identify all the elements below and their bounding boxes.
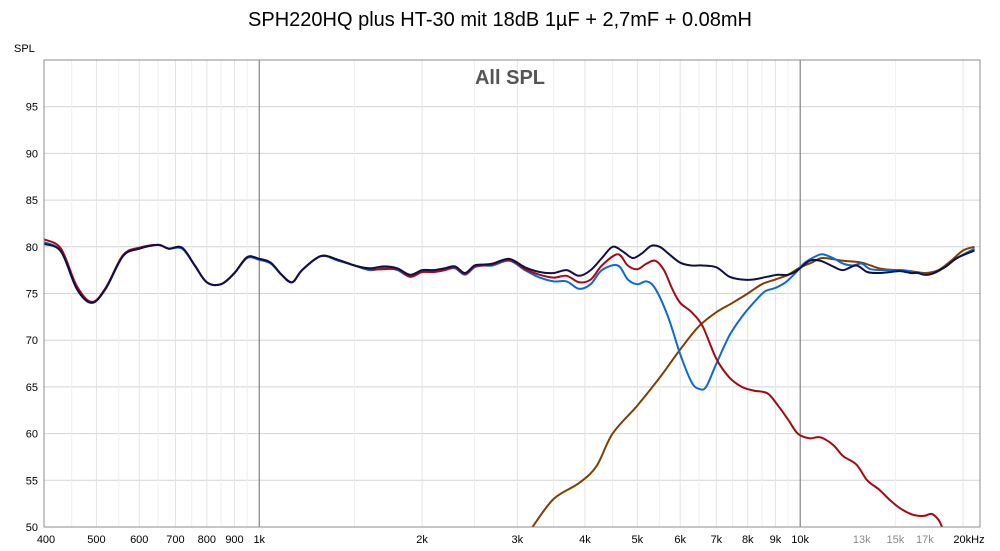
x-tick-label: 10k [791,534,809,546]
x-ticks: 400 500 600 700 800 900 1k 2k 3k 4k 5k 6k 7k 8k 9k 10k 1… [37,534,985,546]
y-tick-label: 50 [26,522,38,534]
x-tick-label: 13k [853,534,871,546]
x-tick-label: 700 [166,534,184,546]
x-tick-label: 6k [674,534,686,546]
series-line-4 [44,243,975,304]
x-tick-label: 500 [87,534,105,546]
x-tick-label: 7k [711,534,723,546]
series-line-3 [44,238,944,527]
x-tick-label: 8k [742,534,754,546]
grid [43,60,980,527]
x-tick-label: 800 [198,534,216,546]
y-tick-label: 55 [26,475,38,487]
y-tick-label: 70 [26,335,38,347]
x-tick-label: 20kHz [953,534,984,546]
x-tick-label: 4k [579,534,591,546]
chart-title: SPH220HQ plus HT-30 mit 18dB 1µF + 2,7mF… [248,9,752,31]
y-tick-label: 95 [26,102,38,114]
x-tick-label: 9k [770,534,782,546]
y-tick-label: 90 [26,148,38,160]
y-tick-label: 60 [26,429,38,441]
plot-frame [43,59,981,528]
y-axis-label: SPL [14,43,35,55]
x-tick-label: 5k [632,534,644,546]
curves [44,238,975,527]
y-tick-label: 65 [26,382,38,394]
x-tick-label: 1k [253,534,265,546]
y-tick-label: 75 [26,289,38,301]
x-tick-label: 3k [512,534,524,546]
x-tick-label: 400 [37,534,55,546]
x-tick-label: 2k [416,534,428,546]
y-tick-label: 85 [26,195,38,207]
x-tick-label: 17k [916,534,934,546]
y-tick-label: 80 [26,242,38,254]
x-tick-label: 600 [130,534,148,546]
series-line-2 [44,241,975,391]
chart-subtitle: All SPL [475,67,545,89]
y-ticks: 50 55 60 65 70 75 80 85 90 95 [26,102,38,534]
x-tick-label: 900 [225,534,243,546]
x-tick-label: 15k [887,534,905,546]
